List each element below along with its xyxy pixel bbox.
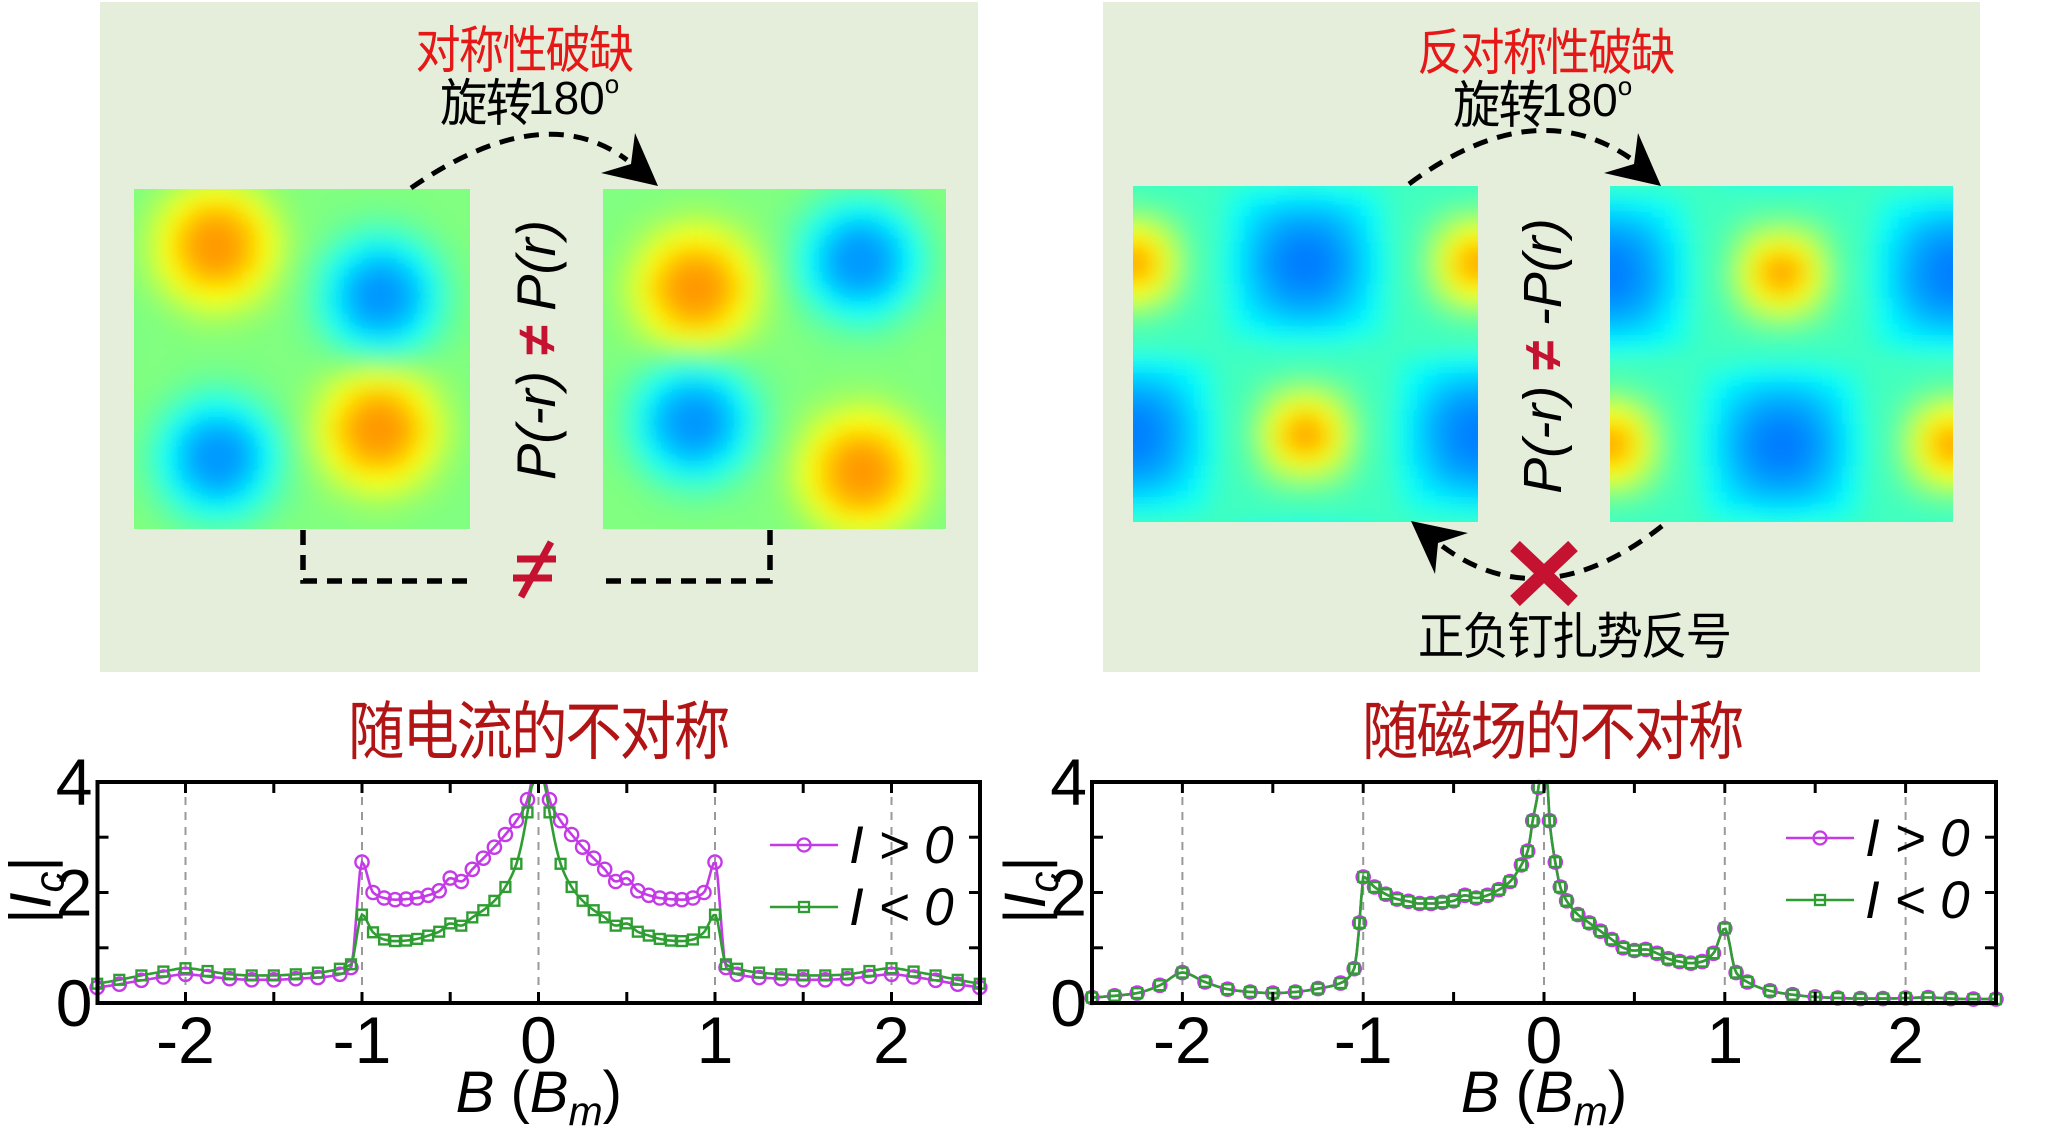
svg-text:|Ic|: |Ic| (993, 856, 1067, 923)
svg-text:I < 0: I < 0 (1865, 871, 1970, 930)
svg-text:|Ic|: |Ic| (0, 856, 73, 923)
svg-text:I > 0: I > 0 (849, 816, 954, 875)
svg-text:P(-r) ≠ P(r): P(-r) ≠ P(r) (506, 220, 567, 480)
svg-text:B (Bm): B (Bm) (456, 1060, 622, 1131)
svg-text:2: 2 (1887, 1003, 1924, 1077)
svg-text:2: 2 (56, 856, 93, 930)
svg-text:-2: -2 (156, 1003, 215, 1077)
svg-text:P(-r) ≠ -P(r): P(-r) ≠ -P(r) (1513, 218, 1573, 494)
svg-text:1: 1 (697, 1003, 734, 1077)
svg-text:2: 2 (1050, 856, 1087, 930)
svg-text:B (Bm): B (Bm) (1461, 1060, 1627, 1131)
svg-text:-1: -1 (1334, 1003, 1393, 1077)
svg-text:4: 4 (56, 745, 93, 819)
svg-text:180o: 180o (528, 69, 619, 124)
svg-text:0: 0 (1526, 1003, 1563, 1077)
svg-text:180o: 180o (1541, 71, 1632, 126)
svg-text:-2: -2 (1153, 1003, 1212, 1077)
svg-text:2: 2 (873, 1003, 910, 1077)
svg-text:4: 4 (1050, 745, 1087, 819)
svg-text:0: 0 (56, 966, 93, 1040)
svg-text:0: 0 (520, 1003, 557, 1077)
svg-text:0: 0 (1050, 966, 1087, 1040)
svg-text:-1: -1 (333, 1003, 392, 1077)
svg-text:I > 0: I > 0 (1865, 809, 1970, 868)
svg-text:1: 1 (1706, 1003, 1743, 1077)
svg-text:I < 0: I < 0 (849, 878, 954, 937)
